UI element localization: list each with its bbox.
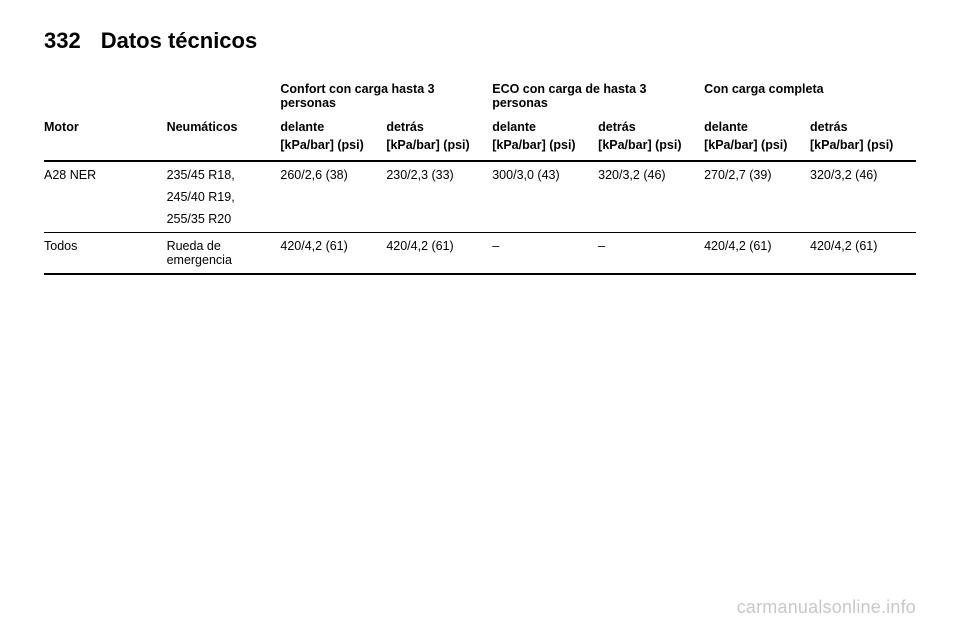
tire-size: Rueda de emergencia (167, 239, 275, 267)
col-neumaticos: Neumáticos (167, 114, 281, 138)
col-unit-5: [kPa/bar] (psi) (704, 138, 810, 161)
cell-value: 420/4,2 (61) (810, 233, 916, 275)
col-group-eco: ECO con carga de hasta 3 personas (492, 82, 704, 114)
col-unit-4: [kPa/bar] (psi) (598, 138, 704, 161)
col-delante-2: delante (492, 114, 598, 138)
cell-value: 420/4,2 (61) (386, 233, 492, 275)
cell-value: 270/2,7 (39) (704, 161, 810, 233)
table-row: A28 NER 235/45 R18, 245/40 R19, 255/35 R… (44, 161, 916, 233)
col-delante-3: delante (704, 114, 810, 138)
cell-tires: 235/45 R18, 245/40 R19, 255/35 R20 (167, 161, 281, 233)
cell-motor: A28 NER (44, 161, 167, 233)
col-delante-1: delante (280, 114, 386, 138)
col-unit-3: [kPa/bar] (psi) (492, 138, 598, 161)
cell-tires: Rueda de emergencia (167, 233, 281, 275)
cell-value: 230/2,3 (33) (386, 161, 492, 233)
col-unit-2: [kPa/bar] (psi) (386, 138, 492, 161)
cell-value: 320/3,2 (46) (810, 161, 916, 233)
cell-value: 260/2,6 (38) (280, 161, 386, 233)
cell-value: 420/4,2 (61) (280, 233, 386, 275)
col-group-confort: Confort con carga hasta 3 personas (280, 82, 492, 114)
cell-value: 420/4,2 (61) (704, 233, 810, 275)
cell-value: – (598, 233, 704, 275)
col-detras-1: detrás (386, 114, 492, 138)
col-motor: Motor (44, 114, 167, 138)
tire-size: 255/35 R20 (167, 212, 275, 226)
cell-value: 300/3,0 (43) (492, 161, 598, 233)
tire-size: 245/40 R19, (167, 190, 275, 204)
tire-size: 235/45 R18, (167, 168, 275, 182)
table-row: Todos Rueda de emergencia 420/4,2 (61) 4… (44, 233, 916, 275)
col-unit-1: [kPa/bar] (psi) (280, 138, 386, 161)
col-unit-6: [kPa/bar] (psi) (810, 138, 916, 161)
col-detras-2: detrás (598, 114, 704, 138)
cell-value: 320/3,2 (46) (598, 161, 704, 233)
page-header: 332 Datos técnicos (44, 28, 916, 54)
col-detras-3: detrás (810, 114, 916, 138)
section-title: Datos técnicos (101, 28, 258, 54)
cell-value: – (492, 233, 598, 275)
page-number: 332 (44, 28, 81, 54)
watermark: carmanualsonline.info (737, 597, 916, 618)
tire-pressure-table: Confort con carga hasta 3 personas ECO c… (44, 82, 916, 275)
cell-motor: Todos (44, 233, 167, 275)
col-group-full: Con carga completa (704, 82, 916, 114)
